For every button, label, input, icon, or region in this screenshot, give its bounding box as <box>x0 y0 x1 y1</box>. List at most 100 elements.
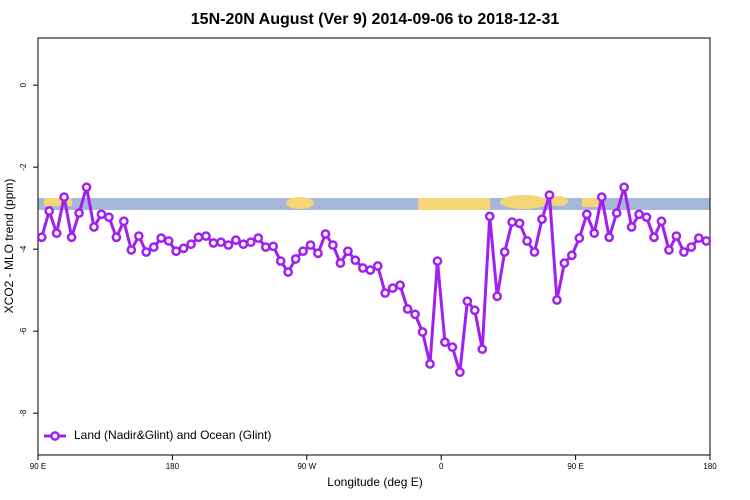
data-point <box>357 263 368 273</box>
data-point <box>59 192 69 202</box>
data-point <box>238 239 249 250</box>
data-point <box>208 238 219 248</box>
y-axis-label: XCO2 - MLO trend (ppm) <box>2 179 16 314</box>
x-axis-label: Longitude (deg E) <box>327 475 422 489</box>
data-point <box>283 267 293 277</box>
y-tick-label: 0 <box>19 82 28 87</box>
legend-marker <box>50 431 60 441</box>
data-point <box>223 240 234 250</box>
y-tick-label: -8 <box>19 409 28 417</box>
data-point <box>634 209 644 220</box>
data-point <box>507 217 517 227</box>
data-point <box>679 247 689 257</box>
data-point <box>559 258 570 268</box>
data-point <box>156 233 167 243</box>
data-point <box>343 246 353 257</box>
data-point <box>567 250 577 261</box>
data-point <box>372 261 383 271</box>
data-point <box>89 222 99 232</box>
data-point <box>440 337 450 348</box>
data-point <box>365 265 376 275</box>
data-point <box>417 327 428 337</box>
y-tick-label: -4 <box>19 245 28 253</box>
y-tick-label: -6 <box>19 327 28 335</box>
data-point <box>581 209 592 220</box>
x-tick-label: 0 <box>439 462 444 471</box>
data-point <box>253 233 264 243</box>
data-point <box>469 305 480 316</box>
x-tick-label: 90 E <box>567 462 583 471</box>
data-point <box>425 359 435 369</box>
data-point <box>484 211 495 222</box>
y-tick-label: -2 <box>19 163 28 171</box>
data-point <box>66 232 77 243</box>
data-point <box>671 231 682 241</box>
map-strip <box>38 195 710 210</box>
data-point <box>313 248 323 259</box>
data-point <box>320 229 331 239</box>
data-point <box>186 239 196 250</box>
data-point <box>492 291 503 302</box>
data-point <box>231 235 241 245</box>
plot-frame <box>37 37 711 456</box>
data-point <box>350 255 361 266</box>
data-point <box>298 246 308 257</box>
data-point <box>119 216 129 227</box>
data-point <box>611 208 622 218</box>
data-point <box>193 232 204 243</box>
data-point <box>126 245 137 255</box>
data-point <box>514 218 525 229</box>
data-point <box>552 295 562 305</box>
data-point <box>410 309 420 320</box>
data-point <box>395 280 405 291</box>
data-point <box>447 342 458 353</box>
data-point <box>649 232 659 243</box>
data-point <box>290 254 301 264</box>
data-point <box>201 231 211 241</box>
legend-label: Land (Nadir&Glint) and Ocean (Glint) <box>74 428 271 442</box>
data-point <box>260 242 271 252</box>
data-point <box>141 247 152 257</box>
data-point <box>529 247 540 257</box>
data-point <box>604 232 615 243</box>
data-point <box>133 231 144 241</box>
data-point <box>537 214 547 225</box>
data-point <box>81 182 92 193</box>
data-point <box>111 232 122 243</box>
data-point <box>171 246 181 257</box>
data-point <box>268 241 279 252</box>
data-point <box>36 232 47 243</box>
data-point <box>656 216 667 227</box>
data-point <box>51 228 62 239</box>
data-point <box>328 240 338 250</box>
data-point <box>104 212 114 223</box>
data-point <box>596 192 607 202</box>
data-line <box>40 186 707 373</box>
data-point <box>380 288 391 298</box>
x-tick-label: 90 W <box>297 462 316 471</box>
data-point <box>163 236 174 246</box>
data-point <box>626 222 637 232</box>
data-point <box>693 233 704 243</box>
data-point <box>544 190 555 200</box>
data-point <box>641 212 652 223</box>
data-point <box>522 236 532 246</box>
data-point <box>664 245 674 255</box>
data-point <box>574 233 585 243</box>
data-point <box>216 237 226 248</box>
data-point <box>44 206 55 216</box>
data-point <box>619 182 629 193</box>
data-point <box>402 304 413 314</box>
data-point <box>477 344 488 355</box>
data-point <box>462 296 473 307</box>
data-point <box>305 240 316 250</box>
data-point <box>74 208 84 218</box>
data-point <box>432 256 443 266</box>
data-point <box>245 237 256 248</box>
x-tick-label: 180 <box>703 462 717 471</box>
data-point <box>387 283 398 293</box>
data-point <box>148 242 159 252</box>
data-point <box>455 367 465 378</box>
chart-title: 15N-20N August (Ver 9) 2014-09-06 to 201… <box>191 11 560 28</box>
